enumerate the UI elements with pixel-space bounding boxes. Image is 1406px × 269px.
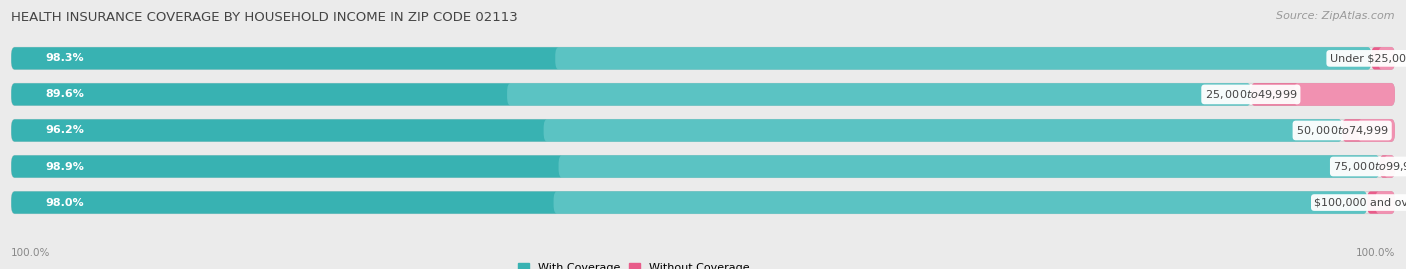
FancyBboxPatch shape [11, 155, 1395, 178]
FancyBboxPatch shape [11, 191, 1395, 214]
FancyBboxPatch shape [558, 155, 1379, 178]
FancyBboxPatch shape [554, 191, 1367, 214]
FancyBboxPatch shape [1358, 119, 1395, 142]
FancyBboxPatch shape [1251, 83, 1395, 106]
Text: 100.0%: 100.0% [11, 248, 51, 258]
Text: 98.0%: 98.0% [46, 197, 84, 208]
FancyBboxPatch shape [555, 47, 1371, 70]
FancyBboxPatch shape [11, 119, 1395, 142]
FancyBboxPatch shape [11, 119, 1343, 142]
FancyBboxPatch shape [1343, 119, 1395, 142]
FancyBboxPatch shape [1384, 155, 1395, 178]
Text: 100.0%: 100.0% [1355, 248, 1395, 258]
FancyBboxPatch shape [1378, 47, 1395, 70]
Text: HEALTH INSURANCE COVERAGE BY HOUSEHOLD INCOME IN ZIP CODE 02113: HEALTH INSURANCE COVERAGE BY HOUSEHOLD I… [11, 11, 517, 24]
Text: $100,000 and over: $100,000 and over [1315, 197, 1406, 208]
FancyBboxPatch shape [11, 47, 1371, 70]
FancyBboxPatch shape [11, 83, 1395, 106]
FancyBboxPatch shape [11, 155, 1379, 178]
Text: 96.2%: 96.2% [46, 125, 84, 136]
Text: $75,000 to $99,999: $75,000 to $99,999 [1333, 160, 1406, 173]
Text: 98.9%: 98.9% [46, 161, 84, 172]
FancyBboxPatch shape [1367, 191, 1395, 214]
Text: Under $25,000: Under $25,000 [1330, 53, 1406, 63]
FancyBboxPatch shape [1371, 47, 1395, 70]
Text: $50,000 to $74,999: $50,000 to $74,999 [1296, 124, 1388, 137]
FancyBboxPatch shape [544, 119, 1343, 142]
FancyBboxPatch shape [11, 83, 1251, 106]
FancyBboxPatch shape [11, 191, 1367, 214]
FancyBboxPatch shape [1379, 155, 1395, 178]
Text: 89.6%: 89.6% [46, 89, 84, 100]
Text: Source: ZipAtlas.com: Source: ZipAtlas.com [1277, 11, 1395, 21]
FancyBboxPatch shape [1294, 83, 1395, 106]
FancyBboxPatch shape [1375, 191, 1395, 214]
Legend: With Coverage, Without Coverage: With Coverage, Without Coverage [517, 263, 749, 269]
Text: 98.3%: 98.3% [46, 53, 84, 63]
Text: $25,000 to $49,999: $25,000 to $49,999 [1205, 88, 1298, 101]
FancyBboxPatch shape [11, 47, 1395, 70]
FancyBboxPatch shape [508, 83, 1251, 106]
